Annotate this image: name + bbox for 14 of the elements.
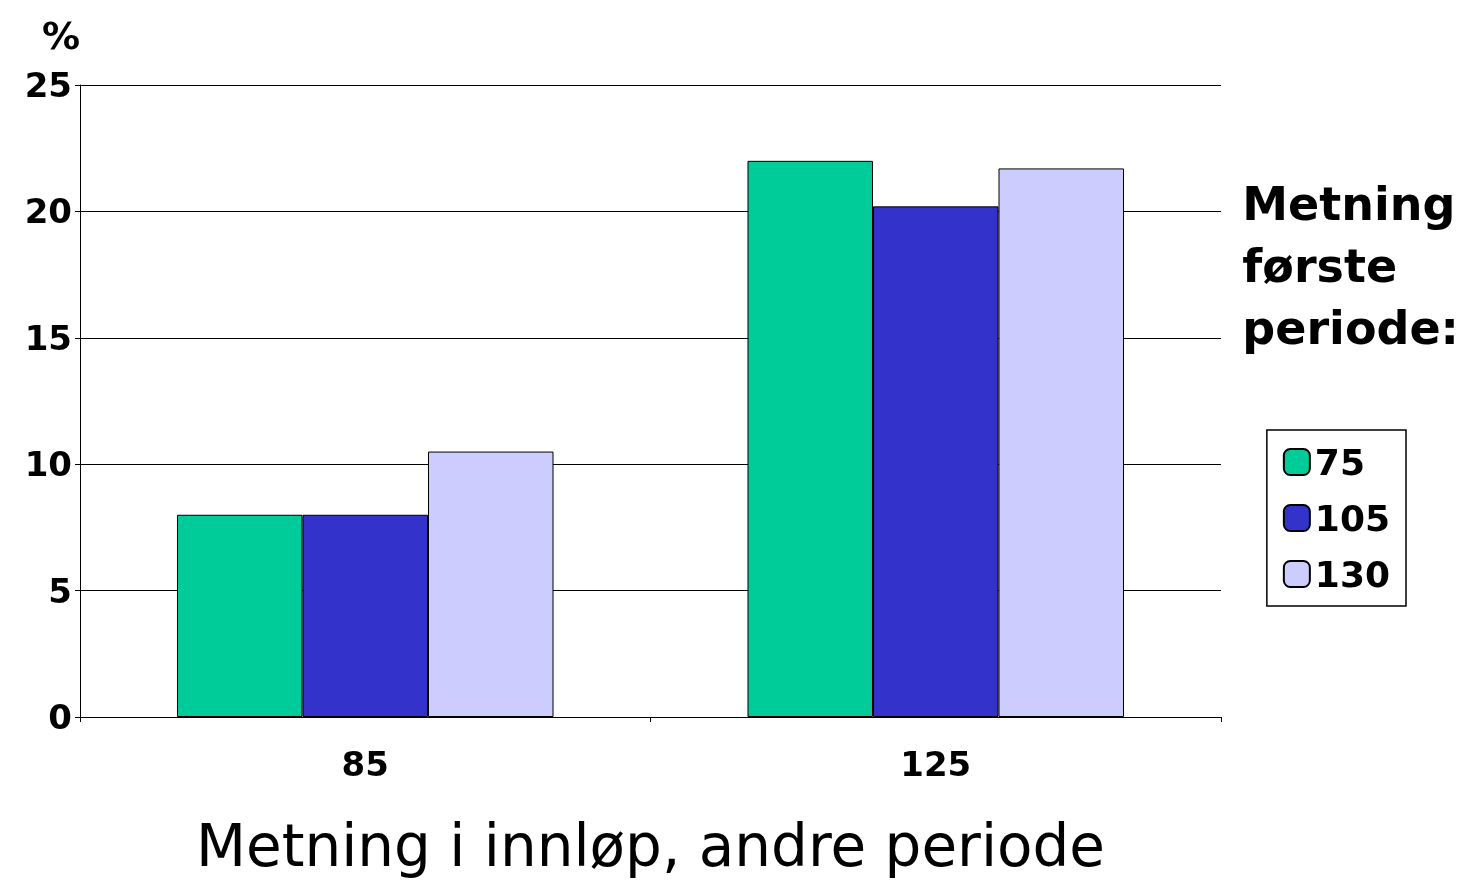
y-tick-label: 5 — [48, 570, 72, 611]
y-axis-title: % — [41, 14, 80, 58]
legend-label: 75 — [1314, 441, 1365, 483]
legend-label: 105 — [1314, 497, 1391, 539]
legend-title: Metning første periode: — [1242, 177, 1459, 355]
x-tick-label: 85 — [341, 744, 389, 784]
y-tick-label: 20 — [24, 191, 72, 232]
y-tick-label: 0 — [48, 697, 72, 737]
y-tick-label: 25 — [24, 65, 72, 105]
y-tick-label: 15 — [24, 317, 72, 358]
y-tick-label: 10 — [24, 444, 72, 485]
x-tick-label: 125 — [900, 744, 972, 784]
legend-label: 130 — [1314, 553, 1391, 595]
x-axis-title: Metning i innløp, andre periode — [195, 812, 1106, 880]
